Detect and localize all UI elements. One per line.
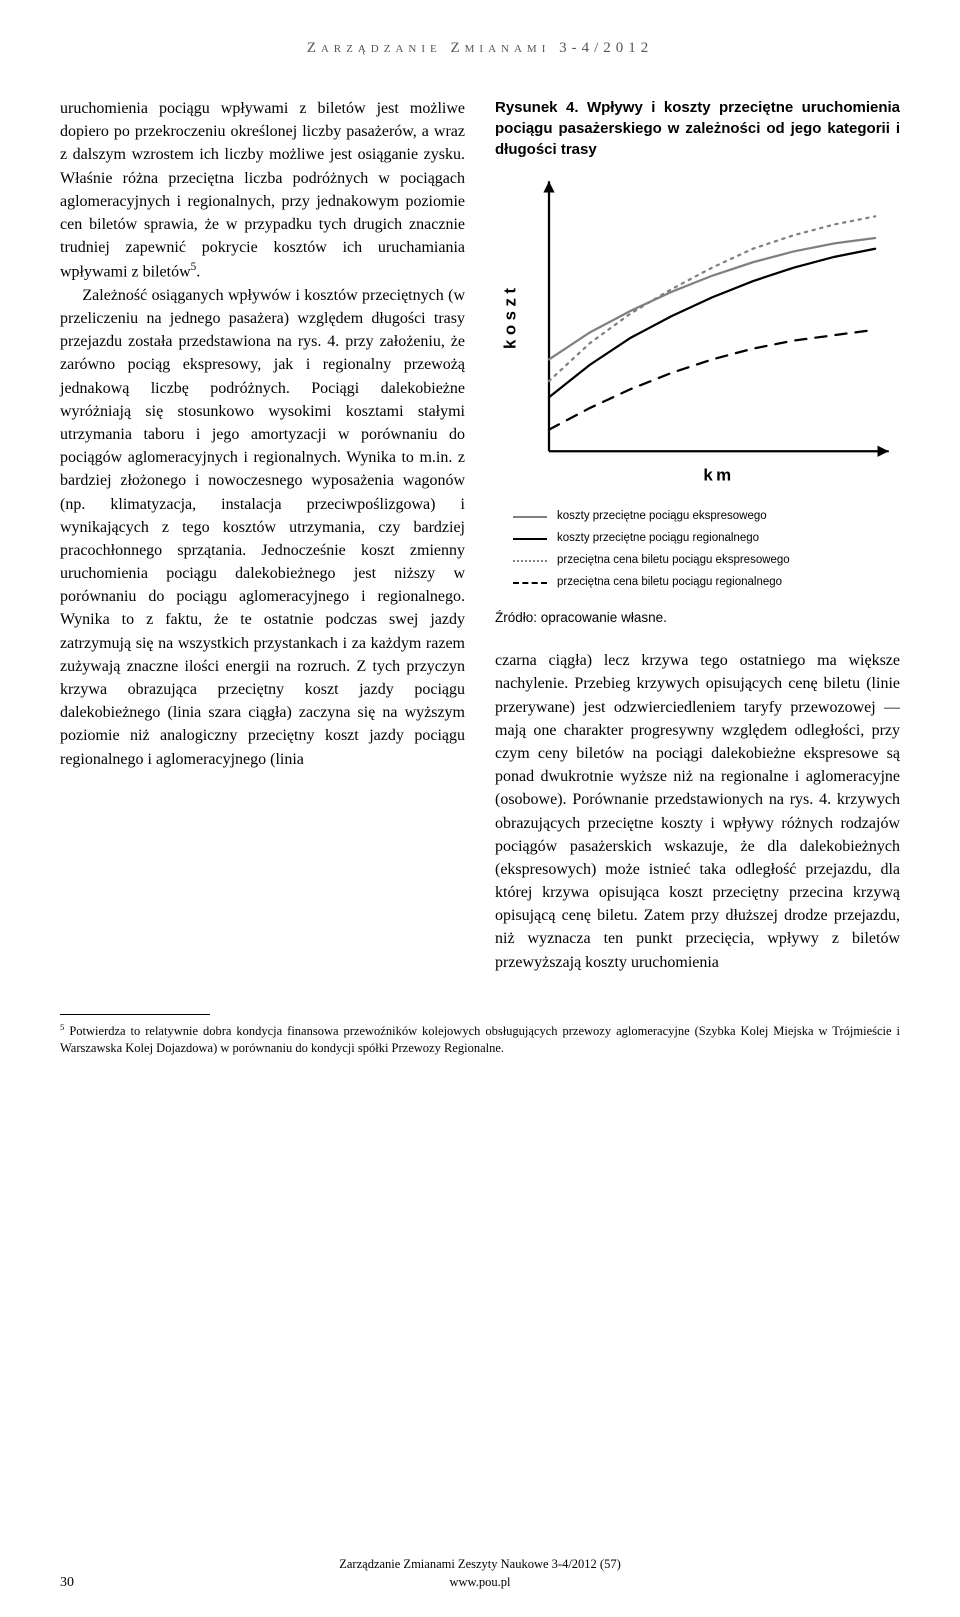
chart-xlabel: km <box>703 466 734 485</box>
page-number: 30 <box>60 1575 74 1591</box>
legend-label: koszty przeciętne pociągu regionalnego <box>557 528 759 550</box>
right-paragraph-1: czarna ciągła) lecz krzywa tego ostatnie… <box>495 649 900 974</box>
legend-label: przeciętna cena biletu pociągu ekspresow… <box>557 550 790 572</box>
legend-swatch <box>513 560 547 562</box>
legend-item: koszty przeciętne pociągu ekspresowego <box>513 506 900 528</box>
left-paragraph-1: uruchomienia pociągu wpływami z biletów … <box>60 97 465 284</box>
legend-swatch <box>513 582 547 584</box>
left-p1-text: uruchomienia pociągu wpływami z biletów … <box>60 100 465 281</box>
legend-item: przeciętna cena biletu pociągu regionaln… <box>513 572 900 594</box>
left-column: uruchomienia pociągu wpływami z biletów … <box>60 97 465 974</box>
legend-swatch <box>513 516 547 518</box>
figure-4-source: Źródło: opracowanie własne. <box>495 608 900 628</box>
running-head: Zarządzanie Zmianami 3-4/2012 <box>60 40 900 57</box>
figure-4-caption: Rysunek 4. Wpływy i koszty przeciętne ur… <box>495 97 900 160</box>
right-column: Rysunek 4. Wpływy i koszty przeciętne ur… <box>495 97 900 974</box>
left-p1-tail: . <box>196 264 200 281</box>
legend-swatch <box>513 538 547 540</box>
legend-item: przeciętna cena biletu pociągu ekspresow… <box>513 550 900 572</box>
legend-item: koszty przeciętne pociągu regionalnego <box>513 528 900 550</box>
page-footer: 30 Zarządzanie Zmianami Zeszyty Naukowe … <box>60 1556 900 1591</box>
footnote-5: 5 Potwierdza to relatywnie dobra kondycj… <box>60 1021 900 1058</box>
footnote-rule <box>60 1014 210 1015</box>
chart-ylabel: koszt <box>500 283 519 349</box>
footer-line-2: www.pou.pl <box>450 1575 511 1589</box>
legend-label: koszty przeciętne pociągu ekspresowego <box>557 506 767 528</box>
figure-4-chart: koszt km <box>495 170 900 496</box>
legend-label: przeciętna cena biletu pociągu regionaln… <box>557 572 782 594</box>
figure-4-legend: koszty przeciętne pociągu ekspresowegoko… <box>513 506 900 593</box>
footnote-text: Potwierdza to relatywnie dobra kondycja … <box>60 1024 900 1056</box>
left-paragraph-2: Zależność osiąganych wpływów i kosztów p… <box>60 284 465 771</box>
footer-line-1: Zarządzanie Zmianami Zeszyty Naukowe 3-4… <box>339 1557 621 1571</box>
